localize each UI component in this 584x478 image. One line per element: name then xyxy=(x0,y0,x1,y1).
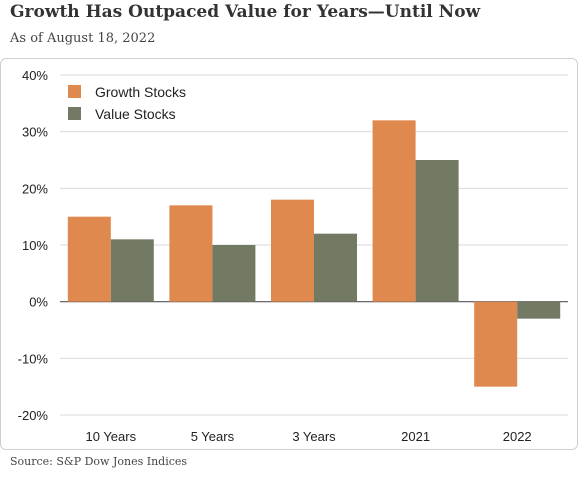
chart-subtitle: As of August 18, 2022 xyxy=(10,31,156,46)
y-tick-label: -10% xyxy=(18,351,49,366)
y-tick-label: 40% xyxy=(22,68,48,83)
legend-label: Growth Stocks xyxy=(95,84,186,100)
bar-value-stocks xyxy=(415,160,459,302)
legend-swatch xyxy=(68,85,81,98)
x-tick-label: 10 Years xyxy=(85,429,136,444)
chart-frame xyxy=(0,58,578,450)
x-axis-tick-labels: 10 Years 5 Years 3 Years 2021 2022 xyxy=(85,429,531,444)
x-tick-label: 5 Years xyxy=(191,429,235,444)
source-note: Source: S&P Dow Jones Indices xyxy=(10,455,188,468)
y-tick-label: 20% xyxy=(22,181,48,196)
legend-swatch xyxy=(68,107,81,120)
bar-growth-stocks xyxy=(271,199,314,302)
bar-growth-stocks xyxy=(67,216,111,302)
y-axis-tick-labels: 40% 30% 20% 10% 0% -10% -20% xyxy=(18,68,49,423)
y-tick-label: -20% xyxy=(18,408,49,423)
bars xyxy=(67,120,561,387)
legend-label: Value Stocks xyxy=(95,106,176,122)
x-tick-label: 3 Years xyxy=(292,429,336,444)
bar-value-stocks xyxy=(212,245,256,302)
y-tick-label: 10% xyxy=(22,238,48,253)
bar-growth-stocks xyxy=(372,120,416,302)
x-tick-label: 2021 xyxy=(401,429,430,444)
y-tick-label: 30% xyxy=(22,125,48,140)
bar-value-stocks xyxy=(110,239,154,302)
y-tick-label: 0% xyxy=(29,295,48,310)
legend: Growth Stocks Value Stocks xyxy=(68,84,186,122)
bar-value-stocks xyxy=(314,233,357,302)
x-tick-label: 2022 xyxy=(503,429,532,444)
bar-growth-stocks xyxy=(474,301,518,387)
bar-growth-stocks xyxy=(169,205,213,302)
chart-title: Growth Has Outpaced Value for Years—Unti… xyxy=(10,2,481,22)
bar-value-stocks xyxy=(517,301,561,319)
